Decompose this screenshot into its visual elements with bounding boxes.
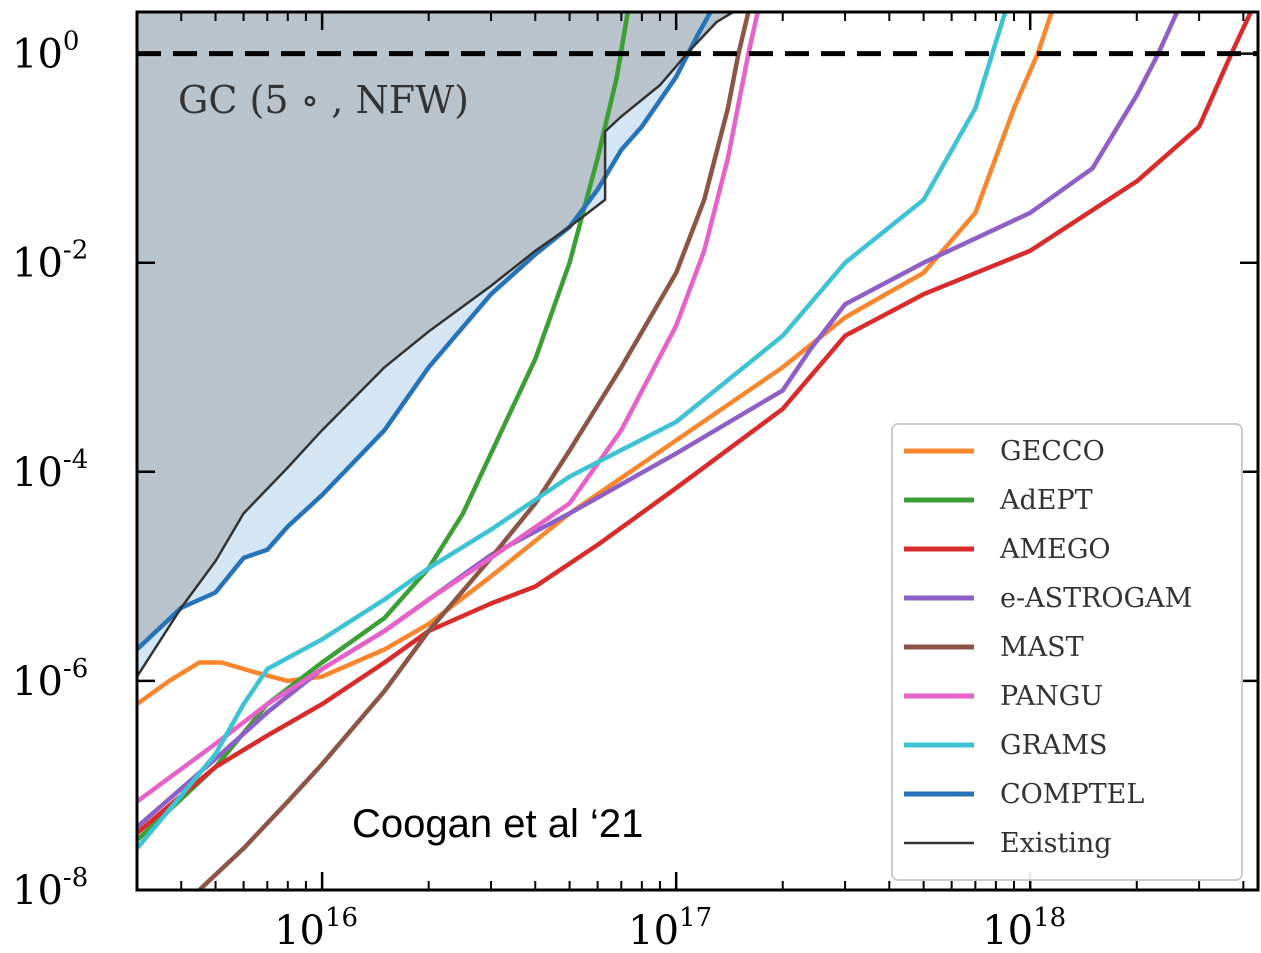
legend-label-existing: Existing (1000, 828, 1112, 859)
x-tick-label: 1018 (982, 903, 1066, 953)
legend-box (891, 423, 1243, 881)
series-line-mast (197, 12, 751, 890)
region-label: GC (5 ∘ , NFW) (178, 78, 469, 122)
y-tick-label: 10-8 (12, 863, 88, 914)
series-line-existing (137, 12, 734, 678)
series-line-grams (137, 12, 1008, 851)
legend-label-pangu: PANGU (1000, 681, 1103, 712)
legend-label-grams: GRAMS (1000, 730, 1108, 761)
x-tick-label: 1017 (628, 903, 712, 953)
y-tick-label: 10-2 (12, 236, 88, 287)
y-tick-label: 100 (12, 27, 79, 78)
x-tick-label: 1016 (274, 903, 358, 953)
legend-label-comptel: COMPTEL (1000, 779, 1144, 810)
series-line-pangu (137, 12, 760, 804)
legend-label-gecco: GECCO (1000, 436, 1105, 467)
comptel-band-fill (137, 35, 698, 677)
series-line-comptel (137, 12, 713, 652)
legend-label-adept: AdEPT (999, 485, 1093, 516)
series-line-amego (137, 12, 1254, 836)
credit-label: Coogan et al ‘21 (352, 802, 643, 846)
legend-label-mast: MAST (1000, 632, 1084, 663)
legend-label-e-astrogam: e-ASTROGAM (1000, 583, 1192, 614)
y-tick-label: 10-6 (12, 654, 88, 705)
legend-label-amego: AMEGO (999, 534, 1111, 565)
existing-region-fill (137, 12, 734, 677)
series-line-gecco (137, 12, 1054, 707)
plot-frame (135, 10, 1260, 892)
y-tick-label: 10-4 (12, 445, 88, 496)
legend: GECCO AdEPT AMEGO e-ASTROGAM MAST PANGU GRAMS C… (891, 423, 1243, 881)
